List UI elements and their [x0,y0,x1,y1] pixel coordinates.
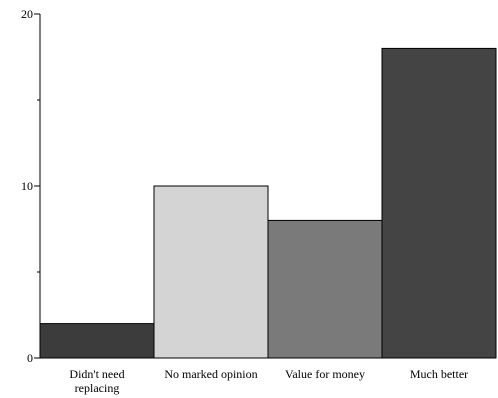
bar-0 [39,323,155,359]
y-axis: 0 10 20 [21,7,41,365]
x-category-label: Much better [410,367,468,381]
y-tick-label: 10 [21,179,33,193]
x-category-label: replacing [75,381,120,395]
bars-group [39,47,497,359]
y-tick-label: 20 [21,7,33,21]
bar-3 [381,47,497,359]
x-category-label: Didn't need [69,367,124,381]
y-tick-label: 0 [27,351,33,365]
bar-1 [153,185,269,359]
x-category-label: No marked opinion [164,367,257,381]
x-category-label: Value for money [285,367,365,381]
bar-2 [267,219,383,359]
